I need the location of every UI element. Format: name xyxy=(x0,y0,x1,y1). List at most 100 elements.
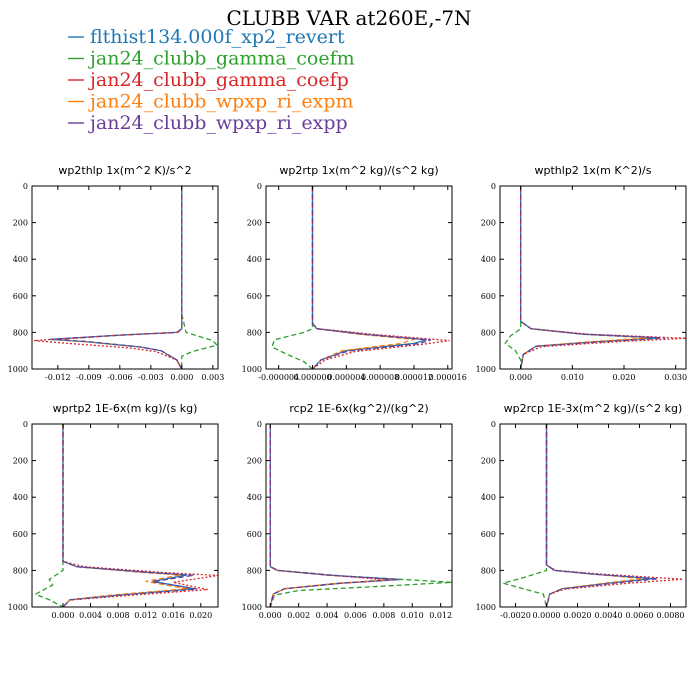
y-tick-label: 0 xyxy=(257,182,262,191)
series-group xyxy=(269,424,452,607)
series-line-jan24_clubb_wpxp_ri_expp xyxy=(62,424,198,607)
y-tick-label: 1000 xyxy=(476,603,496,612)
series-line-jan24_clubb_gamma_coefm xyxy=(500,424,548,607)
series-line-jan24_clubb_wpxp_ri_expm xyxy=(55,186,183,369)
panel-4: wprtp2 1E-6x(m kg)/(s kg) 0 200 400 600 800 10… xyxy=(8,402,219,620)
y-tick-label: 800 xyxy=(13,566,28,575)
x-tick-label: 0.000012 xyxy=(395,373,433,382)
panel-3: wpthlp2 1x(m K^2)/s 0 200 400 600 800 1000 0.00… xyxy=(476,164,687,382)
y-tick-label: 400 xyxy=(247,255,262,264)
x-tick-label: -0.006 xyxy=(107,373,133,382)
y-tick-label: 200 xyxy=(13,219,28,228)
series-line-jan24_clubb_wpxp_ri_expm xyxy=(520,186,650,369)
x-tick-label: 0.012 xyxy=(134,611,157,620)
panel-title: rcp2 1E-6x(kg^2)/(kg^2) xyxy=(289,402,428,415)
series-line-jan24_clubb_gamma_coefm xyxy=(269,424,452,607)
legend-entry: flthist134.000f_xp2_revert xyxy=(90,26,345,48)
series-line-jan24_clubb_wpxp_ri_expp xyxy=(520,186,666,369)
x-tick-label: 0.000 xyxy=(52,611,75,620)
series-line-jan24_clubb_gamma_coefp xyxy=(520,186,686,369)
y-tick-label: 600 xyxy=(247,292,262,301)
panel-title: wp2rtp 1x(m^2 kg)/(s^2 kg) xyxy=(279,164,438,177)
x-tick-label: 0.020 xyxy=(613,373,636,382)
y-tick-label: 400 xyxy=(247,493,262,502)
x-tick-label: -0.0020 xyxy=(500,611,531,620)
x-tick-label: 0.003 xyxy=(201,373,224,382)
plot-frame xyxy=(265,423,453,608)
series-line-jan24_clubb_gamma_coefp xyxy=(545,424,683,607)
plot-frame xyxy=(499,423,687,608)
series-line-jan24_clubb_gamma_coefm xyxy=(181,186,218,369)
series-line-jan24_clubb_wpxp_ri_expm xyxy=(311,186,415,369)
y-tick-label: 600 xyxy=(13,292,28,301)
y-tick-label: 800 xyxy=(247,566,262,575)
x-tick-label: 0.0000 xyxy=(533,611,561,620)
y-tick-label: 200 xyxy=(247,457,262,466)
legend-entry: jan24_clubb_wpxp_ri_expp xyxy=(88,112,348,134)
series-line-flthist134.000f_xp2_revert xyxy=(520,186,661,369)
y-tick-label: 0 xyxy=(491,420,496,429)
plot-frame xyxy=(31,423,219,608)
y-tick-label: 200 xyxy=(247,219,262,228)
series-line-jan24_clubb_gamma_coefp xyxy=(311,186,450,369)
x-tick-label: -0.003 xyxy=(138,373,164,382)
y-tick-label: 1000 xyxy=(242,603,262,612)
y-tick-label: 200 xyxy=(13,457,28,466)
x-tick-label: 0.000008 xyxy=(361,373,399,382)
x-tick-label: 0.010 xyxy=(561,373,584,382)
y-tick-label: 800 xyxy=(247,328,262,337)
x-tick-label: 0.008 xyxy=(107,611,130,620)
series-group xyxy=(271,186,450,369)
series-line-flthist134.000f_xp2_revert xyxy=(62,424,195,607)
y-tick-label: 0 xyxy=(491,182,496,191)
series-line-jan24_clubb_wpxp_ri_expm xyxy=(545,424,643,607)
panel-title: wprtp2 1E-6x(m kg)/(s kg) xyxy=(53,402,198,415)
series-line-jan24_clubb_wpxp_ri_expp xyxy=(311,186,432,369)
x-tick-label: 0.010 xyxy=(401,611,424,620)
panel-title: wp2thlp 1x(m^2 K)/s^2 xyxy=(58,164,191,177)
x-tick-label: -0.009 xyxy=(76,373,102,382)
figure-title: CLUBB VAR at260E,-7N xyxy=(226,6,471,30)
panel-2: wp2rtp 1x(m^2 kg)/(s^2 kg) 0 200 400 600 800 1… xyxy=(242,164,467,382)
y-tick-label: 600 xyxy=(247,530,262,539)
y-tick-label: 1000 xyxy=(8,365,28,374)
x-tick-label: 0.004 xyxy=(79,611,102,620)
series-line-jan24_clubb_gamma_coefm xyxy=(33,424,64,607)
y-tick-label: 0 xyxy=(257,420,262,429)
y-tick-label: 400 xyxy=(13,493,28,502)
x-tick-label: 0.016 xyxy=(162,611,185,620)
y-tick-label: 600 xyxy=(481,530,496,539)
y-tick-label: 1000 xyxy=(476,365,496,374)
x-tick-label: -0.012 xyxy=(45,373,71,382)
panel-6: wp2rcp 1E-3x(m^2 kg)/(s^2 kg) 0 200 400 600 8… xyxy=(476,402,687,620)
x-tick-label: 0.0060 xyxy=(626,611,654,620)
y-tick-label: 800 xyxy=(481,566,496,575)
x-tick-label: 0.002 xyxy=(287,611,310,620)
x-tick-label: 0.008 xyxy=(372,611,395,620)
series-line-jan24_clubb_wpxp_ri_expp xyxy=(545,424,659,607)
plot-frame xyxy=(31,185,219,370)
x-tick-label: 0.0040 xyxy=(595,611,623,620)
plot-frame xyxy=(499,185,687,370)
series-group xyxy=(33,424,218,607)
x-tick-label: 0.000 xyxy=(170,373,193,382)
series-line-flthist134.000f_xp2_revert xyxy=(545,424,652,607)
y-tick-label: 0 xyxy=(23,420,28,429)
y-tick-label: 400 xyxy=(13,255,28,264)
plot-frame xyxy=(265,185,453,370)
series-group xyxy=(504,186,686,369)
y-tick-label: 800 xyxy=(13,328,28,337)
y-tick-label: 200 xyxy=(481,219,496,228)
y-tick-label: 600 xyxy=(481,292,496,301)
y-tick-label: 600 xyxy=(13,530,28,539)
series-line-jan24_clubb_gamma_coefp xyxy=(62,424,218,607)
x-tick-label: 0.0020 xyxy=(564,611,592,620)
x-tick-label: 0.004 xyxy=(316,611,339,620)
x-tick-label: 0.020 xyxy=(189,611,212,620)
series-line-jan24_clubb_wpxp_ri_expp xyxy=(51,186,183,369)
x-tick-label: 0.000 xyxy=(509,373,532,382)
x-tick-label: -0.000004 xyxy=(258,373,299,382)
x-tick-label: 0.006 xyxy=(344,611,367,620)
x-tick-label: 0.000016 xyxy=(429,373,467,382)
